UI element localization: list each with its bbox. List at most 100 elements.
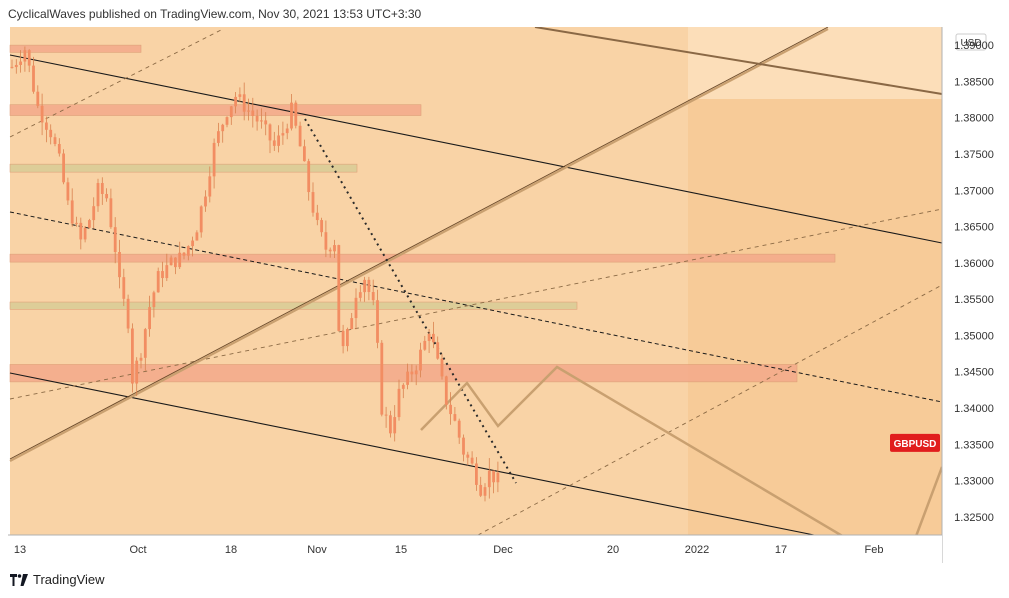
candle (380, 340, 384, 417)
symbol-badge-bg (890, 433, 940, 452)
candle-body (118, 252, 121, 278)
y-tick-label: 1.39000 (954, 40, 994, 52)
candle (371, 279, 375, 306)
candle (96, 178, 100, 212)
candle-body (389, 415, 392, 434)
candle-body (427, 333, 431, 341)
candle (272, 131, 276, 151)
candle-body (66, 182, 70, 201)
tradingview-logo-icon (10, 573, 28, 586)
y-tick-label: 1.38000 (954, 113, 994, 125)
candle (242, 82, 246, 121)
candle (401, 383, 405, 399)
chart-area[interactable]: USD 1.39000 1.38500 1.38000 1.37500 1.37000 1.… (8, 26, 1001, 565)
candle (303, 139, 306, 162)
candle-body (122, 277, 126, 299)
candle (156, 267, 160, 293)
symbol-badge-text: GBPUSD (894, 439, 937, 450)
candle (126, 294, 130, 334)
candle-body (444, 376, 448, 405)
candle-body (315, 212, 319, 221)
candle (195, 230, 199, 241)
candle (217, 122, 220, 147)
x-tick-label: Nov (307, 544, 327, 556)
candle-body (346, 329, 349, 347)
candle (354, 288, 358, 330)
candle (70, 188, 74, 227)
candle (14, 59, 18, 74)
candle (53, 133, 57, 147)
candle (492, 470, 495, 494)
candle-body (178, 252, 182, 268)
x-tick-label: 2022 (685, 544, 709, 556)
candle-body (174, 257, 177, 268)
candle-body (27, 50, 31, 66)
candle-body (92, 206, 96, 221)
candle (290, 94, 293, 131)
y-tick-label: 1.32500 (954, 512, 994, 524)
candle-body (165, 265, 169, 279)
candle (350, 312, 354, 330)
candle-body (341, 330, 345, 347)
candle-body (260, 120, 263, 122)
candle-body (453, 414, 457, 421)
candle-body (272, 140, 276, 146)
candle-body (337, 245, 341, 331)
candle (100, 177, 104, 205)
candle (487, 458, 491, 499)
candle (440, 354, 444, 380)
top-descending-line (534, 26, 943, 95)
candle (178, 241, 182, 270)
candle-body (406, 371, 409, 385)
zone-2 (9, 104, 422, 116)
candle (389, 410, 392, 438)
y-tick-label: 1.38500 (954, 76, 994, 88)
candle (384, 406, 388, 428)
candle-body (410, 371, 414, 375)
y-tick-label: 1.36500 (954, 222, 994, 234)
zone-5 (9, 301, 578, 310)
candle-body (79, 222, 83, 240)
candle-body (83, 227, 87, 240)
candle-body (131, 328, 134, 384)
candle (229, 105, 233, 125)
candle-body (113, 227, 117, 253)
currency-text: USD (960, 38, 981, 49)
candle (199, 205, 203, 238)
candle-body (462, 437, 465, 455)
candle-body (23, 50, 27, 62)
candle (225, 116, 229, 128)
candle-body (350, 318, 354, 330)
dotted-resistance-line (304, 118, 517, 484)
candle (255, 109, 259, 131)
y-tick-label: 1.33500 (954, 439, 994, 451)
candle (346, 327, 349, 352)
candle (139, 353, 143, 369)
candle-body (324, 232, 328, 250)
projected-path (420, 365, 889, 565)
candle (277, 125, 280, 153)
candle (221, 123, 225, 143)
candle (186, 245, 190, 261)
currency-label: USD (955, 33, 987, 51)
candle (131, 323, 134, 393)
candle-body (139, 357, 143, 361)
candle (419, 342, 422, 378)
candle (62, 149, 65, 185)
y-tick-label: 1.35500 (954, 294, 994, 306)
candle-body (212, 142, 216, 177)
candle (113, 217, 117, 264)
candle-body (371, 292, 375, 301)
candle-body (432, 333, 435, 343)
rising-trendline-shadow (9, 28, 829, 462)
candle (238, 87, 242, 103)
candle-body (384, 414, 388, 416)
candle-body (487, 470, 491, 488)
candle (311, 182, 315, 217)
time-axis-panel (8, 535, 942, 563)
candle (328, 247, 332, 258)
candle (453, 407, 457, 422)
candle-body (251, 110, 255, 116)
candle (444, 375, 448, 410)
